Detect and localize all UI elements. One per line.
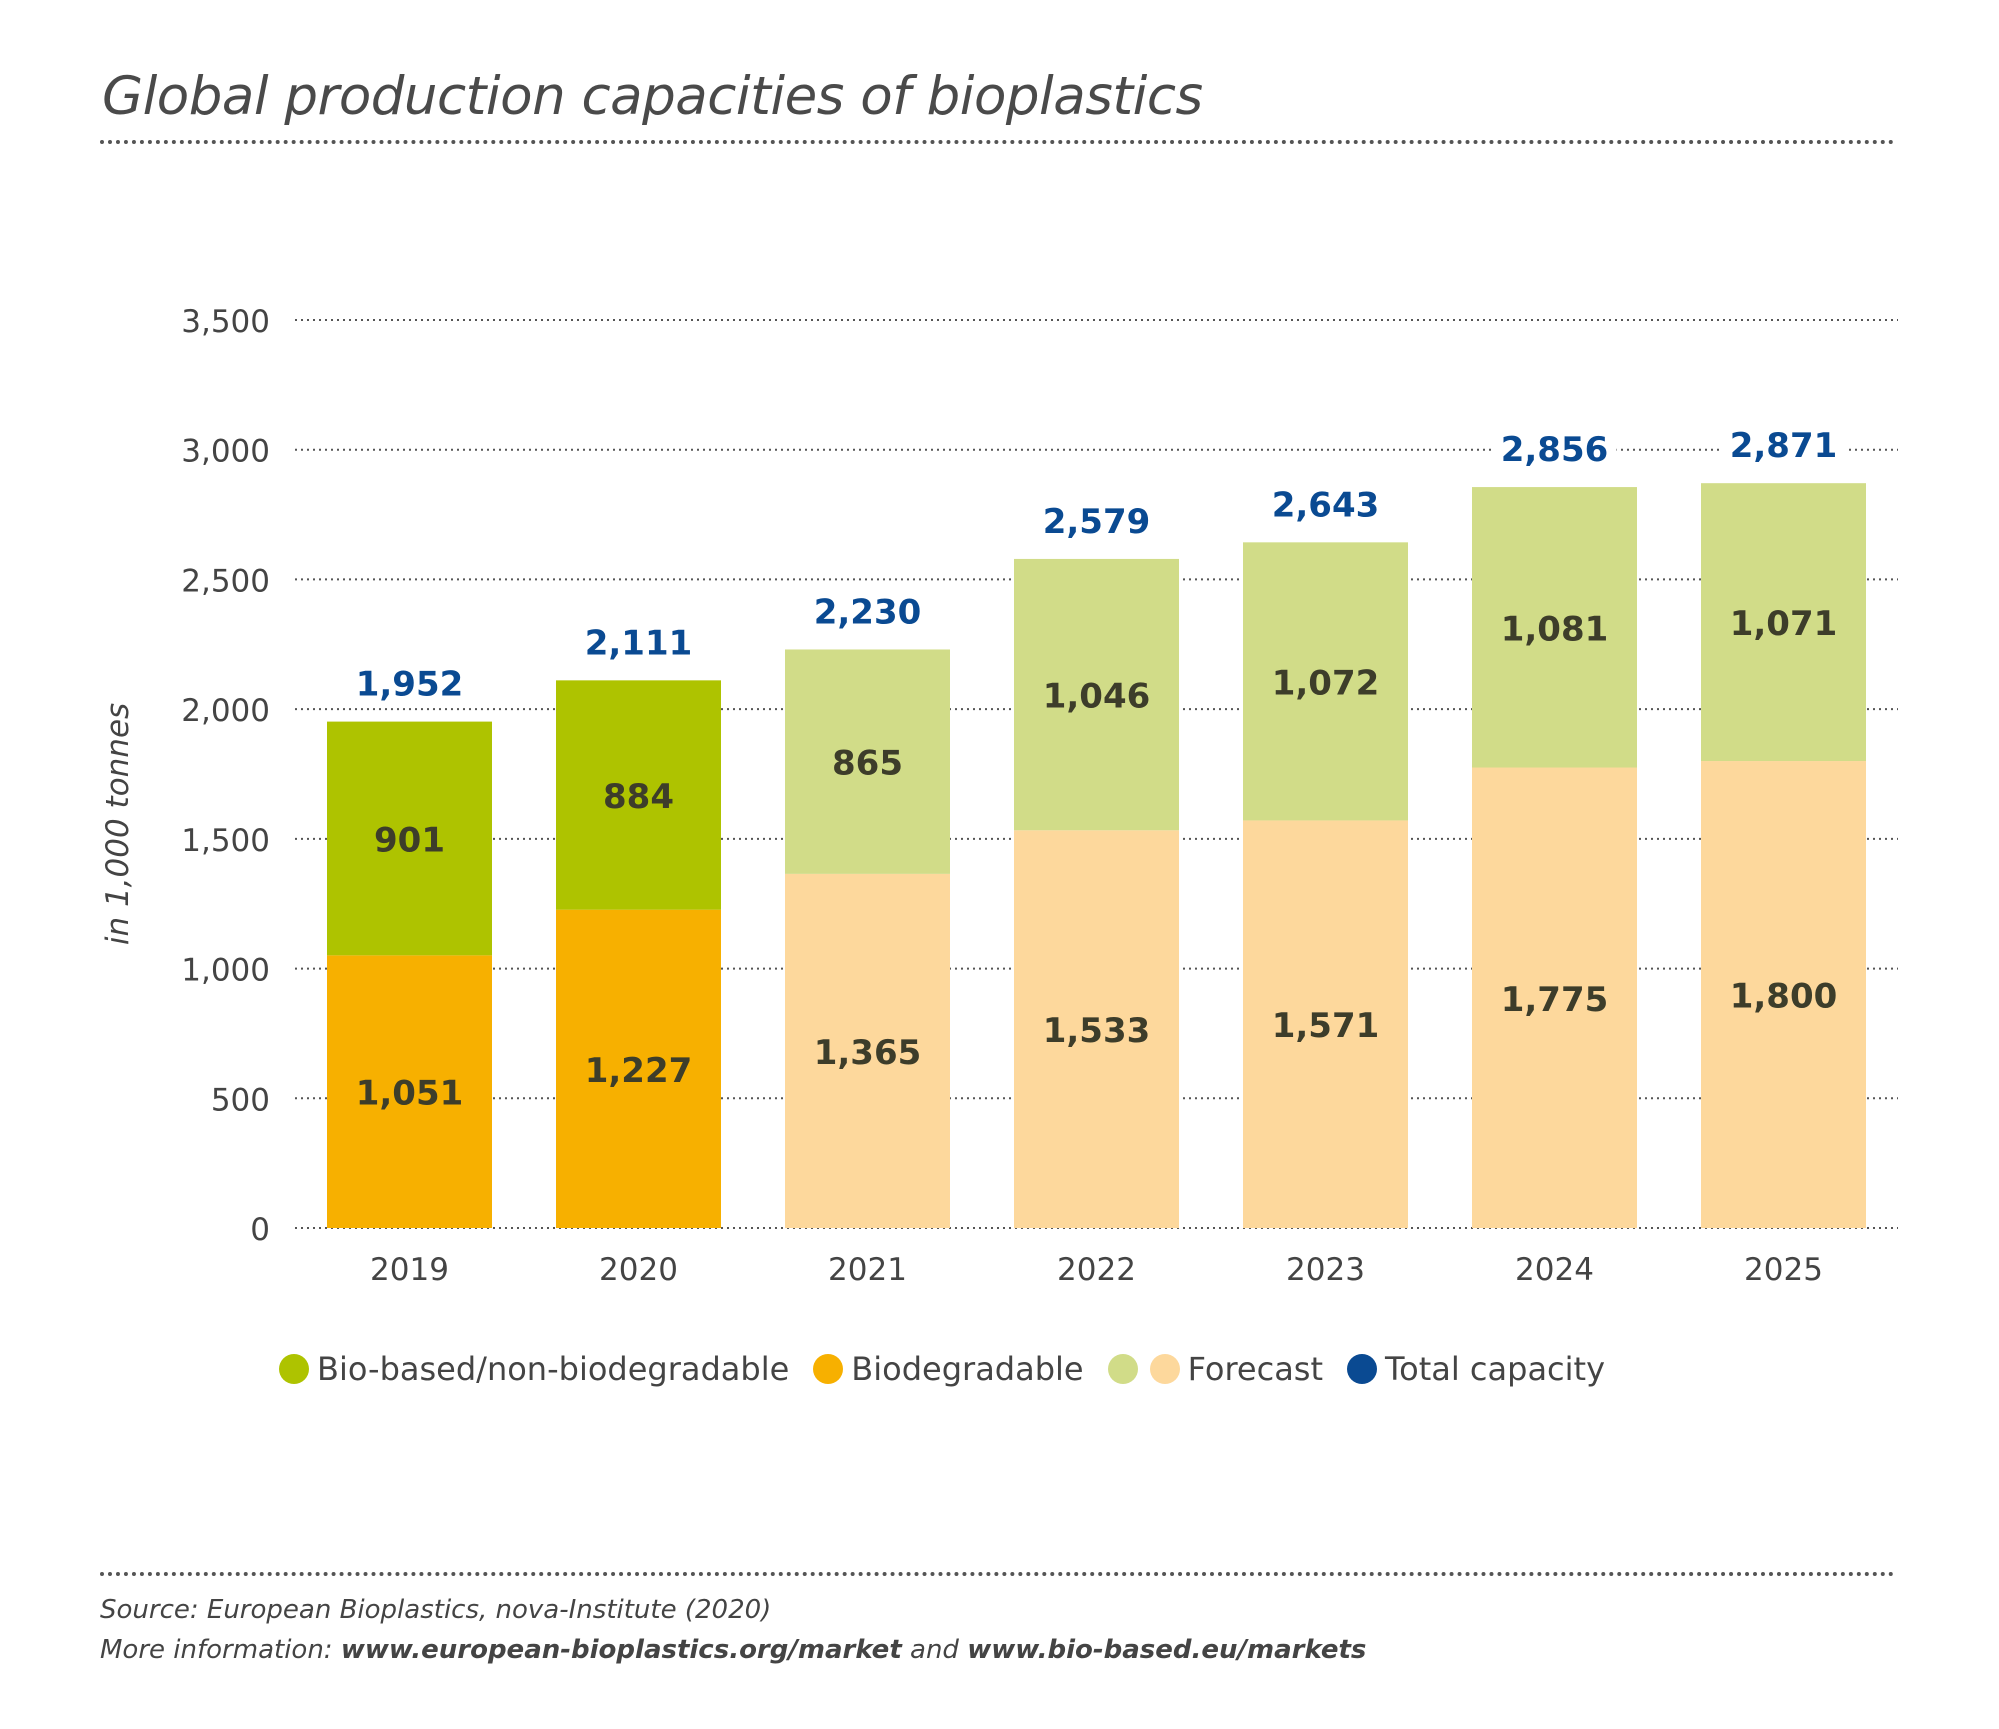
bar-biobased xyxy=(1472,487,1637,768)
bar-biobased xyxy=(785,649,950,874)
bar-biodegradable xyxy=(1472,767,1637,1228)
label-biodegradable: 1,051 xyxy=(356,1074,464,1114)
top-divider xyxy=(100,140,1895,144)
label-biodegradable: 1,227 xyxy=(585,1051,693,1091)
x-tick-label: 2025 xyxy=(1744,1252,1823,1288)
chart-title: Global production capacities of bioplast… xyxy=(102,66,1203,127)
bar-biobased xyxy=(1701,483,1866,762)
total-label-background xyxy=(1034,498,1159,545)
label-biobased: 884 xyxy=(603,777,674,817)
legend-swatch-forecast-biobased xyxy=(1107,1354,1138,1384)
legend: Bio-based/non-biodegradable Biodegradabl… xyxy=(279,1350,1629,1388)
bar-biobased xyxy=(1243,542,1408,821)
legend-label-total: Total capacity xyxy=(1385,1350,1606,1388)
label-total: 2,230 xyxy=(814,592,922,632)
total-label-background xyxy=(347,661,472,708)
legend-item-biobased: Bio-based/non-biodegradable xyxy=(279,1350,789,1388)
bar-biobased xyxy=(1014,558,1179,831)
bar-chart: 0 500 1,000 1,500 2,000 2,500 3,000 3,500 in 1,0… xyxy=(100,304,1898,1288)
y-tick-label: 2,500 xyxy=(181,563,270,599)
link-european-bioplastics[interactable]: www.european-bioplastics.org/market xyxy=(340,1635,902,1665)
legend-swatch-biobased xyxy=(279,1354,309,1384)
x-tick-label: 2024 xyxy=(1515,1252,1594,1288)
total-label-background xyxy=(576,620,701,667)
label-biodegradable: 1,365 xyxy=(814,1033,922,1073)
x-tick-label: 2021 xyxy=(828,1252,907,1288)
y-tick-label: 2,000 xyxy=(181,693,270,729)
total-label-background xyxy=(1721,423,1846,470)
label-total: 2,856 xyxy=(1501,430,1609,470)
bar-biodegradable xyxy=(1014,830,1179,1228)
bar-biobased xyxy=(327,721,492,956)
bar-biodegradable xyxy=(556,909,721,1228)
legend-item-biodegradable: Biodegradable xyxy=(813,1350,1084,1388)
link-bio-based[interactable]: www.bio-based.eu/markets xyxy=(967,1635,1367,1665)
legend-swatch-forecast-biodegradable xyxy=(1149,1354,1180,1384)
label-biodegradable: 1,775 xyxy=(1501,980,1609,1020)
y-tick-label: 1,500 xyxy=(181,823,270,859)
label-total: 1,952 xyxy=(356,665,464,705)
bar-biobased xyxy=(556,680,721,910)
more-info-prefix: More information: xyxy=(100,1635,341,1665)
more-info-and: and xyxy=(901,1635,968,1665)
label-biobased: 1,081 xyxy=(1501,609,1609,649)
legend-swatch-total xyxy=(1347,1354,1378,1384)
label-biobased: 901 xyxy=(374,820,445,860)
total-label-background xyxy=(1492,427,1617,474)
label-biobased: 1,046 xyxy=(1043,677,1151,717)
label-biobased: 1,072 xyxy=(1272,663,1380,703)
x-tick-label: 2022 xyxy=(1057,1252,1136,1288)
x-tick-label: 2020 xyxy=(599,1252,678,1288)
label-biodegradable: 1,533 xyxy=(1043,1011,1151,1051)
bar-biodegradable xyxy=(327,955,492,1228)
label-total: 2,111 xyxy=(585,623,693,663)
total-label-background xyxy=(805,589,930,636)
bar-biodegradable xyxy=(785,873,950,1228)
bar-biodegradable xyxy=(1243,820,1408,1228)
y-tick-label: 1,000 xyxy=(181,953,270,989)
y-axis-label: in 1,000 tonnes xyxy=(100,703,136,945)
source-note: Source: European Bioplastics, nova-Insti… xyxy=(100,1595,772,1625)
label-total: 2,579 xyxy=(1043,502,1151,542)
y-tick-label: 0 xyxy=(250,1212,270,1248)
x-tick-label: 2023 xyxy=(1286,1252,1365,1288)
legend-item-total: Total capacity xyxy=(1347,1350,1605,1388)
label-biodegradable: 1,800 xyxy=(1730,977,1838,1017)
bar-biodegradable xyxy=(1701,761,1866,1228)
y-tick-label: 500 xyxy=(211,1082,270,1118)
footer: Source: European Bioplastics, nova-Insti… xyxy=(100,1590,1366,1670)
y-tick-label: 3,000 xyxy=(181,434,270,470)
legend-item-forecast: Forecast xyxy=(1107,1350,1324,1388)
total-label-background xyxy=(1263,482,1388,529)
label-biodegradable: 1,571 xyxy=(1272,1006,1380,1046)
legend-label-biodegradable: Biodegradable xyxy=(851,1350,1084,1388)
label-total: 2,643 xyxy=(1272,485,1380,525)
legend-swatch-biodegradable xyxy=(813,1354,844,1384)
bottom-divider xyxy=(100,1572,1895,1576)
label-biobased: 865 xyxy=(832,744,903,784)
legend-label-biobased: Bio-based/non-biodegradable xyxy=(317,1350,790,1388)
label-total: 2,871 xyxy=(1730,426,1838,466)
label-biobased: 1,071 xyxy=(1730,604,1838,644)
y-tick-label: 3,500 xyxy=(181,304,270,340)
legend-label-forecast: Forecast xyxy=(1187,1350,1324,1388)
x-tick-label: 2019 xyxy=(370,1252,449,1288)
more-info-line: More information: www.european-bioplasti… xyxy=(100,1630,1366,1670)
